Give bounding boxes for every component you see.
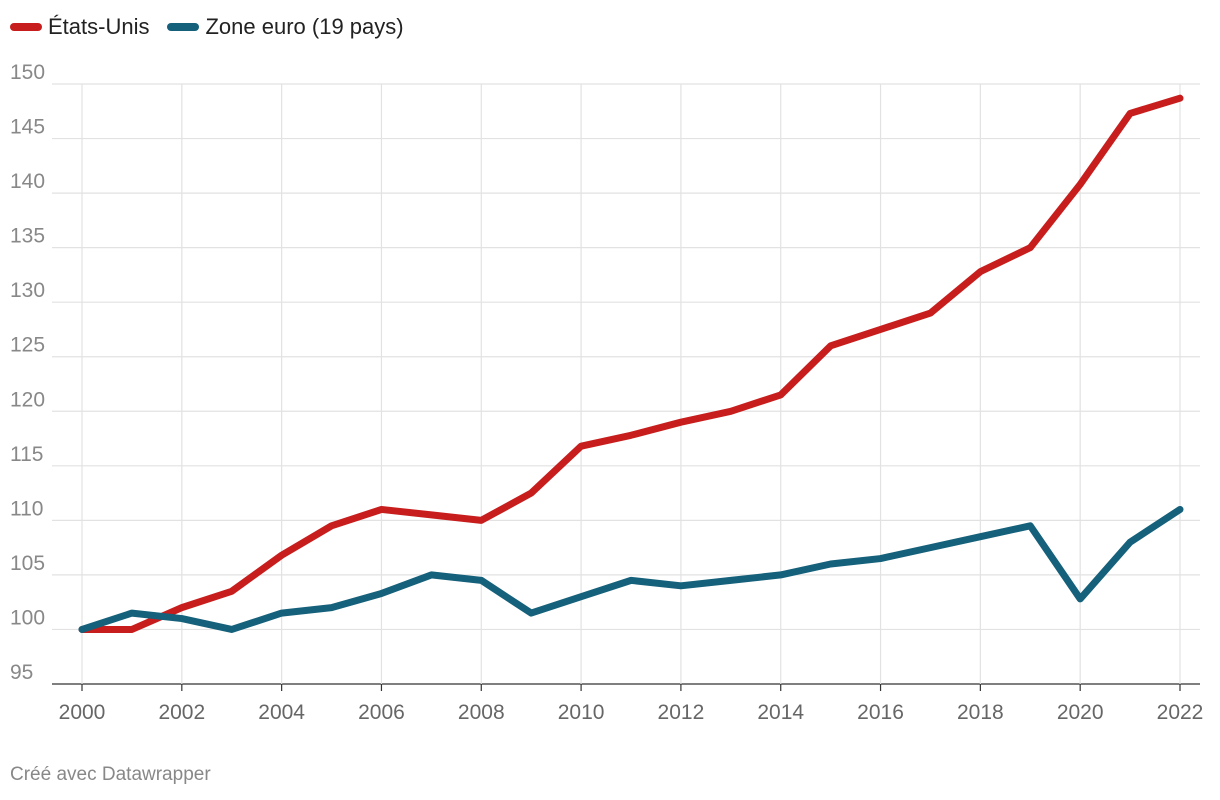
x-tick-label-2018: 2018: [957, 701, 1004, 724]
y-tick-label-100: 100: [10, 606, 45, 629]
y-tick-label-145: 145: [10, 116, 45, 139]
legend-label-etats-unis: États-Unis: [48, 14, 150, 39]
y-tick-label-95: 95: [10, 661, 33, 684]
y-tick-label-105: 105: [10, 552, 45, 575]
x-tick-label-2000: 2000: [59, 701, 106, 724]
y-tick-label-115: 115: [10, 443, 43, 466]
grid-lines: [52, 83, 1200, 691]
x-tick-label-2014: 2014: [757, 701, 804, 724]
x-tick-label-2008: 2008: [458, 701, 505, 724]
x-tick-label-2016: 2016: [857, 701, 904, 724]
series-lines: [78, 94, 1184, 633]
legend-swatch-zone-euro: [167, 23, 200, 31]
y-tick-label-135: 135: [10, 225, 45, 248]
chart-legend: États-Unis Zone euro (19 pays): [10, 14, 404, 40]
legend-swatch-etats-unis: [10, 23, 42, 31]
legend-label-zone-euro: Zone euro (19 pays): [205, 14, 404, 39]
series-line-etats-unis: [78, 94, 1184, 633]
y-tick-label-120: 120: [10, 388, 45, 411]
y-tick-label-110: 110: [10, 497, 43, 520]
footer-credit: Créé avec Datawrapper: [10, 764, 211, 785]
x-tick-label-2022: 2022: [1157, 701, 1204, 724]
x-tick-label-2006: 2006: [358, 701, 405, 724]
series-line-zone-euro: [78, 505, 1184, 633]
line-chart: 95 100 105 110 115 120 125 130 135 140 145 150 2000 2…: [10, 61, 1203, 724]
y-tick-label-150: 150: [10, 61, 45, 84]
y-tick-label-140: 140: [10, 170, 45, 193]
x-tick-label-2020: 2020: [1057, 701, 1104, 724]
y-tick-label-125: 125: [10, 334, 45, 357]
legend-item-etats-unis: États-Unis: [10, 14, 149, 40]
x-tick-label-2004: 2004: [258, 701, 305, 724]
x-tick-label-2010: 2010: [558, 701, 605, 724]
x-tick-label-2002: 2002: [158, 701, 205, 724]
legend-item-zone-euro: Zone euro (19 pays): [167, 14, 404, 40]
axis-labels: 95 100 105 110 115 120 125 130 135 140 145 150 2000 2…: [10, 61, 1203, 724]
y-tick-label-130: 130: [10, 279, 45, 302]
x-tick-label-2012: 2012: [658, 701, 705, 724]
